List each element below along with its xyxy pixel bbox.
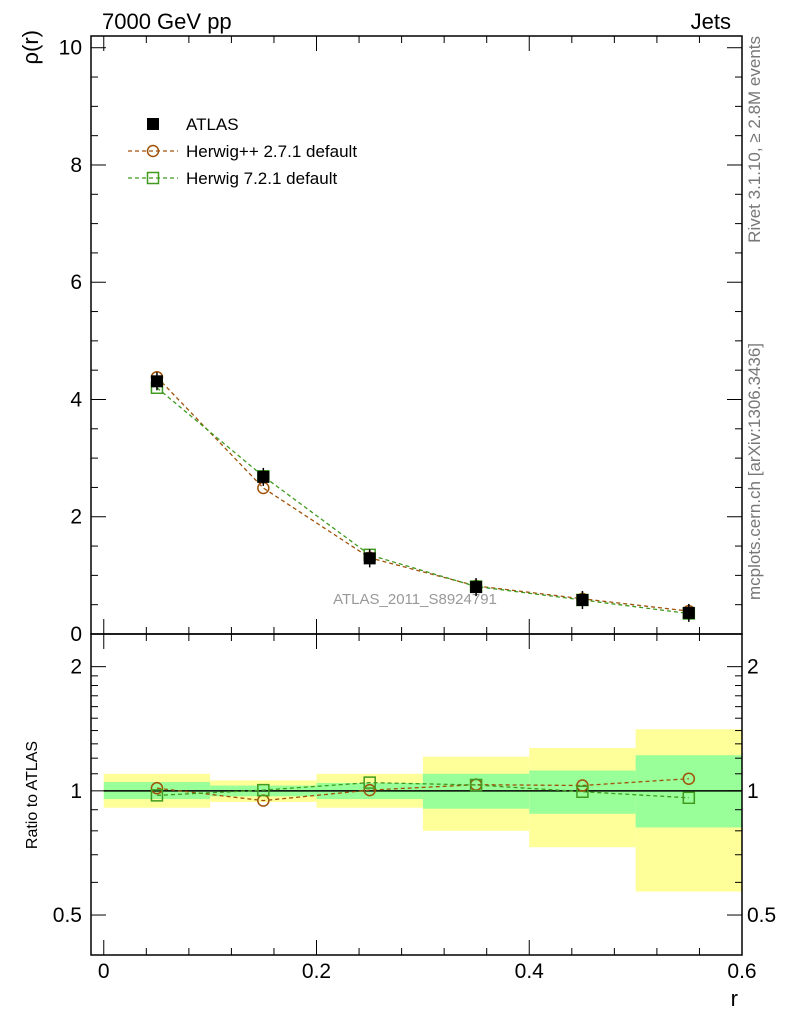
ratio-line-0 — [156, 778, 689, 802]
ratio-point-1-0 — [150, 789, 164, 802]
ratio-point-0-2 — [363, 783, 376, 797]
main-ytick-label-5: 10 — [59, 37, 82, 60]
main-point-2-3 — [470, 581, 483, 594]
legend: ATLAS Herwig++ 2.7.1 default Herwig 7.2.1 … — [128, 115, 357, 188]
main-ylabel: ρ(r) — [18, 30, 43, 65]
analysis-watermark: ATLAS_2011_S8924791 — [333, 591, 497, 608]
ratio-xtick-label-1: 0.2 — [302, 960, 331, 983]
ratio-ytick-label-right-0: 0.5 — [747, 904, 776, 927]
mcplots-label: mcplots.cern.ch [arXiv:1306.3436] — [745, 343, 764, 600]
ratio-point-0-5 — [682, 772, 696, 785]
ratio-ylabel: Ratio to ATLAS — [24, 741, 41, 849]
ratio-ytick-label-right-2: 2 — [747, 656, 759, 679]
ratio-xtick-label-2: 0.4 — [515, 960, 545, 983]
ratio-point-1-3 — [469, 778, 483, 792]
main-line-0 — [156, 376, 689, 612]
main-point-2-1 — [257, 470, 270, 483]
ratio-xtick-label-3: 0.6 — [727, 960, 756, 983]
main-ytick-label-2: 4 — [70, 388, 82, 411]
band-inner-4 — [529, 770, 636, 814]
main-ytick-label-4: 8 — [70, 154, 82, 177]
main-point-2-5 — [682, 606, 695, 619]
plot-frames — [90, 35, 743, 956]
main-ytick-label-0: 0 — [70, 623, 82, 646]
ratio-frame — [90, 633, 743, 956]
ratio-ytick-label-left-0: 0.5 — [53, 904, 82, 927]
ratio-line-1 — [156, 781, 689, 799]
ratio-point-1-4 — [576, 785, 589, 798]
rivet-label: Rivet 3.1.10, ≥ 2.8M events — [745, 36, 764, 243]
ratio-ytick-label-left-2: 2 — [70, 656, 82, 679]
main-line-1 — [156, 387, 689, 615]
ratio-point-0-0 — [150, 781, 164, 795]
main-point-2-4 — [576, 593, 589, 606]
ratio-xtick-label-0: 0 — [98, 960, 110, 983]
legend-marker-2 — [146, 171, 160, 185]
header-left: 7000 GeV pp — [102, 9, 232, 34]
main-point-2-0 — [150, 375, 163, 388]
legend-label-2: Herwig 7.2.1 default — [186, 169, 337, 188]
axis-ticks — [91, 36, 743, 955]
xlabel: r — [731, 986, 738, 1011]
axis-tick-labels: 0 2 4 6 8 10 0 0.2 0.4 0.6 0.5 0.5 1 1 2 2 — [53, 37, 776, 983]
legend-label-1: Herwig++ 2.7.1 default — [186, 142, 357, 161]
ratio-panel-curves — [150, 772, 696, 807]
ratio-ytick-label-left-1: 1 — [70, 780, 82, 803]
ratio-ytick-label-right-1: 1 — [747, 780, 759, 803]
header-right: Jets — [691, 9, 731, 34]
legend-marker-1 — [146, 144, 160, 158]
main-ytick-label-1: 2 — [70, 506, 82, 529]
legend-marker-0 — [147, 118, 159, 130]
main-panel-curves — [150, 370, 696, 622]
ratio-uncertainty-bands — [103, 729, 742, 892]
main-point-2-2 — [363, 552, 376, 565]
legend-label-0: ATLAS — [186, 115, 239, 134]
main-ytick-label-3: 6 — [70, 271, 82, 294]
ratio-point-1-5 — [682, 791, 696, 805]
ratio-point-1-2 — [363, 776, 376, 789]
ratio-point-1-1 — [257, 783, 270, 797]
